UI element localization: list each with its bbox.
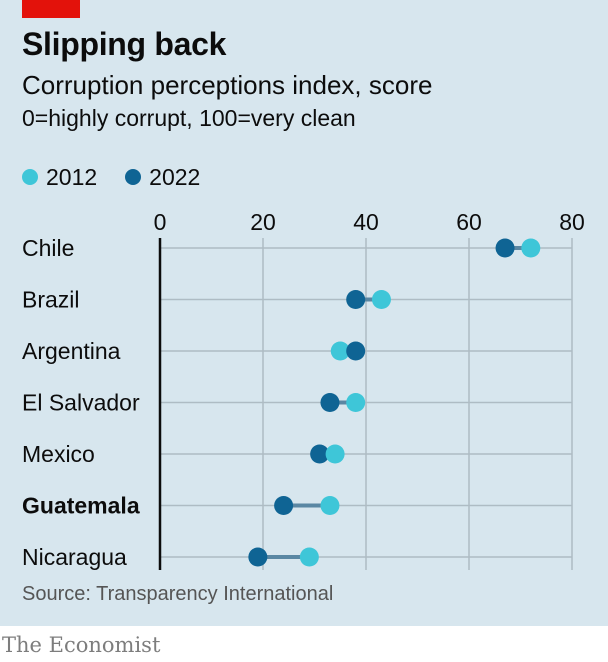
point-2022 [346,290,366,309]
category-label: Nicaragua [22,544,127,570]
category-label: Chile [22,235,74,261]
chart-scale-note: 0=highly corrupt, 100=very clean [22,105,356,131]
chart-title: Slipping back [22,26,227,62]
point-2022 [495,238,515,258]
x-tick-label-80: 80 [559,209,585,235]
point-2012 [299,547,319,567]
x-tick-label-20: 20 [250,209,276,235]
x-tick-label-60: 60 [456,209,482,235]
point-2012 [521,238,541,258]
point-2022 [274,496,294,515]
point-2012 [325,444,345,464]
x-tick-label-0: 0 [154,209,167,235]
point-2012 [330,341,350,361]
x-tick-label-40: 40 [353,209,379,235]
point-2012 [371,290,391,309]
point-2022 [248,547,268,567]
category-label: Mexico [22,441,95,467]
legend-swatch-2022 [125,169,142,185]
legend-label-2022: 2022 [149,163,201,190]
brand-wordmark: The Economist [2,633,161,657]
source-note: Source: Transparency International [22,583,334,605]
chart-subtitle: Corruption perceptions index, score [22,70,433,100]
category-label: Brazil [22,287,80,313]
point-2012 [346,393,366,412]
legend-label-2012: 2012 [46,163,98,190]
point-2022 [346,341,366,361]
category-label: Guatemala [22,493,140,519]
category-label: Argentina [22,338,121,364]
legend-item-2022: 2022 [125,164,200,191]
chart-panel: Slipping back Corruption perceptions ind… [0,0,608,626]
point-2012 [320,496,340,515]
category-label: El Salvador [22,390,140,416]
dot-plot: 0 20 40 60 80 Chile Brazil Argentina El Salvador… [22,209,585,570]
point-2022 [320,393,340,412]
brand-red-tag [22,0,80,18]
legend-item-2012: 2012 [22,164,97,191]
legend-swatch-2012 [22,169,38,185]
legend: 2012 2022 [22,162,228,192]
point-2022 [310,444,330,464]
